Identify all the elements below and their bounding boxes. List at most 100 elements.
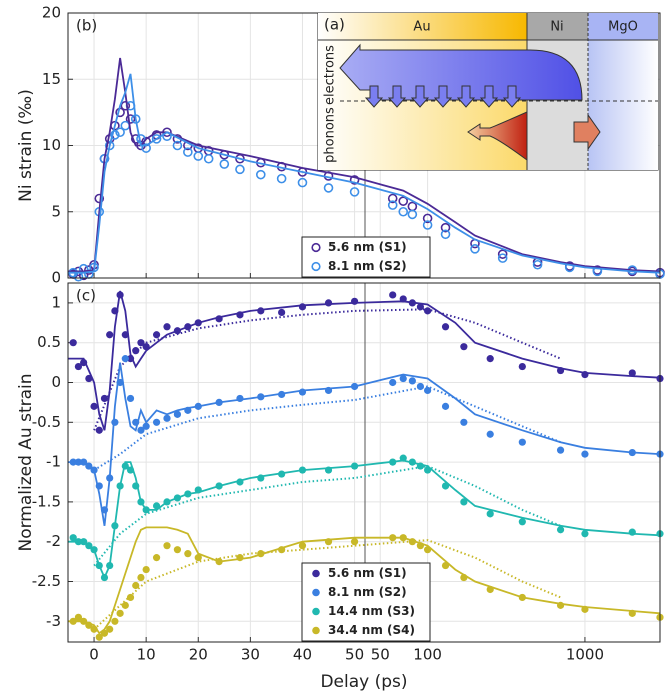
y-tick-label: -1.5 [32,492,61,510]
phonon-arrow [467,111,528,161]
legend-label: 34.4 nm (S4) [328,623,415,637]
data-point [441,402,450,410]
fit-line [68,526,661,635]
x-axis-label: Delay (ps) [320,672,407,692]
coupling-arrows [364,85,522,108]
data-point [115,127,125,138]
data-point [137,573,145,582]
data-point [324,299,333,307]
data-point [398,206,409,217]
data-point [183,147,193,157]
data-point [422,213,433,224]
data-point [441,323,450,331]
y-tick-label: -1 [46,453,61,471]
data-point [518,438,526,446]
data-point [172,140,183,151]
data-point [460,418,468,426]
electrons-label: electrons [323,45,338,105]
y-tick-label: 0 [51,373,61,391]
legend-label: 8.1 nm (S2) [328,259,407,273]
legend-label: 5.6 nm (S1) [328,240,407,254]
data-point [518,362,526,371]
au-header [318,13,527,40]
data-point [532,259,543,270]
data-point [416,303,425,311]
y-tick-label: -3 [46,612,61,630]
data-point [110,130,120,140]
data-point [518,518,526,526]
data-point [389,378,397,387]
legend-marker [312,569,320,578]
x-tick-label: 50 [371,646,390,664]
data-point [151,134,162,144]
fit-line [68,362,661,526]
legend-marker [312,607,320,616]
legend-label: 5.6 nm (S1) [328,566,407,580]
ni-header [527,13,588,40]
data-point [460,498,468,506]
data-point [152,554,161,562]
data-point [106,331,114,339]
data-point [581,530,589,538]
x-tick-label: 100 [413,646,442,664]
data-point [389,291,397,299]
data-point [387,200,398,210]
x-tick-label: 40 [293,646,312,664]
data-point [95,426,103,434]
data-point [173,546,182,554]
data-point [486,355,494,363]
data-point [408,377,416,385]
y-tick-label: -2.5 [32,572,61,590]
data-point [100,394,109,403]
data-point [126,593,135,602]
data-point [440,229,451,240]
layer-label: Au [413,20,430,35]
data-point [69,339,77,347]
data-point [556,526,565,534]
inset: (a) Au Ni MgO electrons phonons [317,12,659,171]
layer-label: Ni [550,20,563,35]
panel-label: (a) [324,16,345,34]
data-point [628,369,636,377]
data-point [152,418,161,426]
data-point [255,169,266,180]
data-point [350,538,359,546]
layer-label: MgO [608,20,638,35]
data-point [106,625,114,633]
data-point [137,339,145,347]
data-point [142,422,150,430]
trend-line [93,385,561,471]
data-point [424,307,432,315]
data-point [556,446,565,454]
legend-label: 8.1 nm (S2) [328,585,407,599]
data-point [460,343,468,351]
y-axis-label: Ni strain (‰) [16,89,36,202]
mgo-layer [588,40,658,170]
legend-marker [312,588,320,597]
data-point [95,633,103,641]
data-point [137,426,145,434]
y-tick-label: -2 [46,532,61,550]
data-point [440,222,451,233]
legend-marker [311,261,321,272]
data-point [278,308,286,317]
data-point [219,159,230,169]
trend-line [93,465,561,567]
phonons-label: phonons [323,107,338,163]
y-tick-label: 10 [42,136,61,154]
legend-label: 14.4 nm (S3) [328,604,415,618]
fit-line [68,73,661,274]
data-point [142,565,150,574]
trend-line [93,539,561,631]
x-tick-label: 0 [89,646,99,664]
data-point [194,554,202,562]
data-point [276,173,287,184]
data-point [120,100,131,111]
y-tick-label: 5 [51,202,61,220]
data-point [193,151,204,161]
data-point [486,510,494,518]
x-tick-label: 1000 [566,646,604,664]
data-point [398,196,409,206]
plot-frame [67,282,661,643]
data-point [74,613,83,621]
